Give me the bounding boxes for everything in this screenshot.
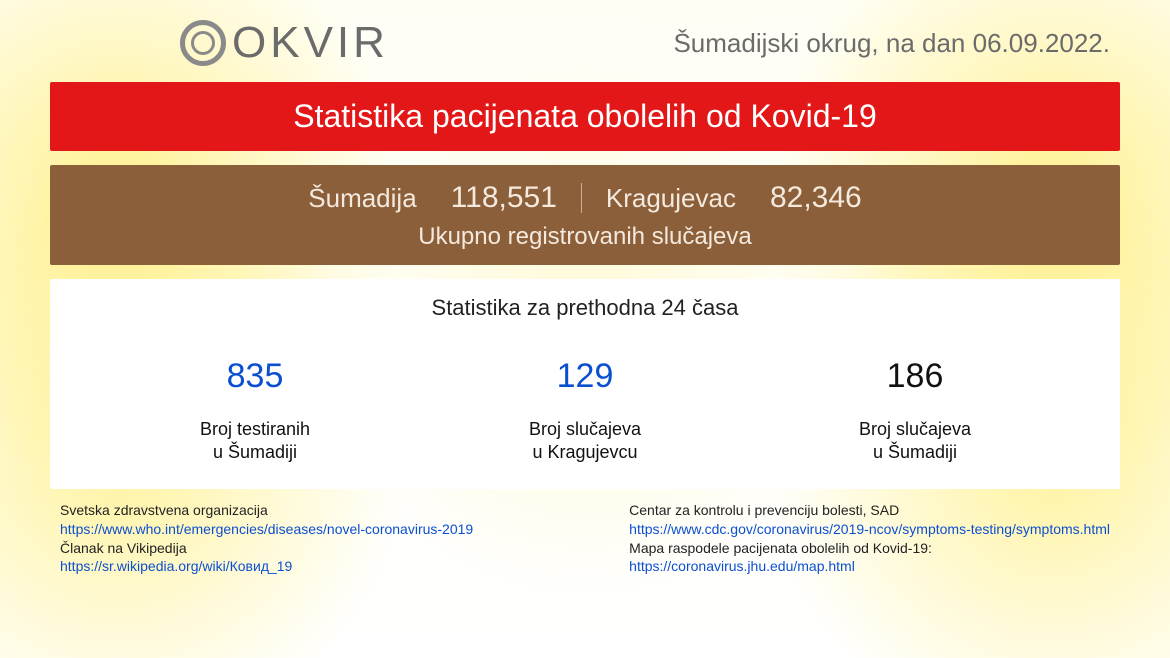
stats-24h-row: 835 Broj testiranih u Šumadiji 129 Broj …	[50, 357, 1120, 465]
logo: OKVIR	[60, 18, 389, 68]
totals-divider	[581, 183, 582, 213]
logo-ring-icon	[180, 20, 226, 66]
totals-row: Šumadija 118,551 Kragujevac 82,346	[50, 181, 1120, 215]
stat-value: 129	[437, 357, 734, 396]
stats-24h-title: Statistika za prethodna 24 časa	[50, 295, 1120, 321]
header-row: OKVIR Šumadijski okrug, na dan 06.09.202…	[50, 18, 1120, 68]
stat-label: Broj slučajeva u Kragujevcu	[437, 418, 734, 465]
stat-cases-sumadija: 186 Broj slučajeva u Šumadiji	[767, 357, 1064, 465]
ref-title: Centar za kontrolu i prevenciju bolesti,…	[629, 501, 1110, 520]
stat-value: 186	[767, 357, 1064, 396]
references-right: Centar za kontrolu i prevenciju bolesti,…	[629, 501, 1110, 577]
ref-title: Svetska zdravstvena organizacija	[60, 501, 473, 520]
date-line: Šumadijski okrug, na dan 06.09.2022.	[673, 28, 1110, 59]
region1-value: 118,551	[451, 181, 557, 215]
ref-title: Mapa raspodele pacijenata obolelih od Ko…	[629, 539, 1110, 558]
stat-label: Broj slučajeva u Šumadiji	[767, 418, 1064, 465]
ref-link[interactable]: https://www.cdc.gov/coronavirus/2019-nco…	[629, 520, 1110, 539]
ref-link[interactable]: https://coronavirus.jhu.edu/map.html	[629, 557, 1110, 576]
title-bar: Statistika pacijenata obolelih od Kovid-…	[50, 82, 1120, 151]
stats-24h-box: Statistika za prethodna 24 časa 835 Broj…	[50, 279, 1120, 489]
logo-text: OKVIR	[232, 18, 389, 68]
ref-link[interactable]: https://sr.wikipedia.org/wiki/Ковид_19	[60, 557, 473, 576]
region2-value: 82,346	[770, 181, 862, 215]
stat-value: 835	[107, 357, 404, 396]
ref-link[interactable]: https://www.who.int/emergencies/diseases…	[60, 520, 473, 539]
stat-tested-sumadija: 835 Broj testiranih u Šumadiji	[107, 357, 404, 465]
stat-label: Broj testiranih u Šumadiji	[107, 418, 404, 465]
totals-subtitle: Ukupno registrovanih slučajeva	[50, 223, 1120, 251]
references: Svetska zdravstvena organizacija https:/…	[50, 501, 1120, 577]
region1-label: Šumadija	[308, 183, 416, 214]
region-prefix: Šumadijski okrug, na dan	[673, 28, 965, 58]
ref-title: Članak na Vikipedija	[60, 539, 473, 558]
stat-cases-kragujevac: 129 Broj slučajeva u Kragujevcu	[437, 357, 734, 465]
report-date: 06.09.2022.	[973, 28, 1110, 58]
references-left: Svetska zdravstvena organizacija https:/…	[60, 501, 473, 577]
totals-box: Šumadija 118,551 Kragujevac 82,346 Ukupn…	[50, 165, 1120, 265]
infographic-content: OKVIR Šumadijski okrug, na dan 06.09.202…	[0, 0, 1170, 586]
region2-label: Kragujevac	[606, 183, 736, 214]
